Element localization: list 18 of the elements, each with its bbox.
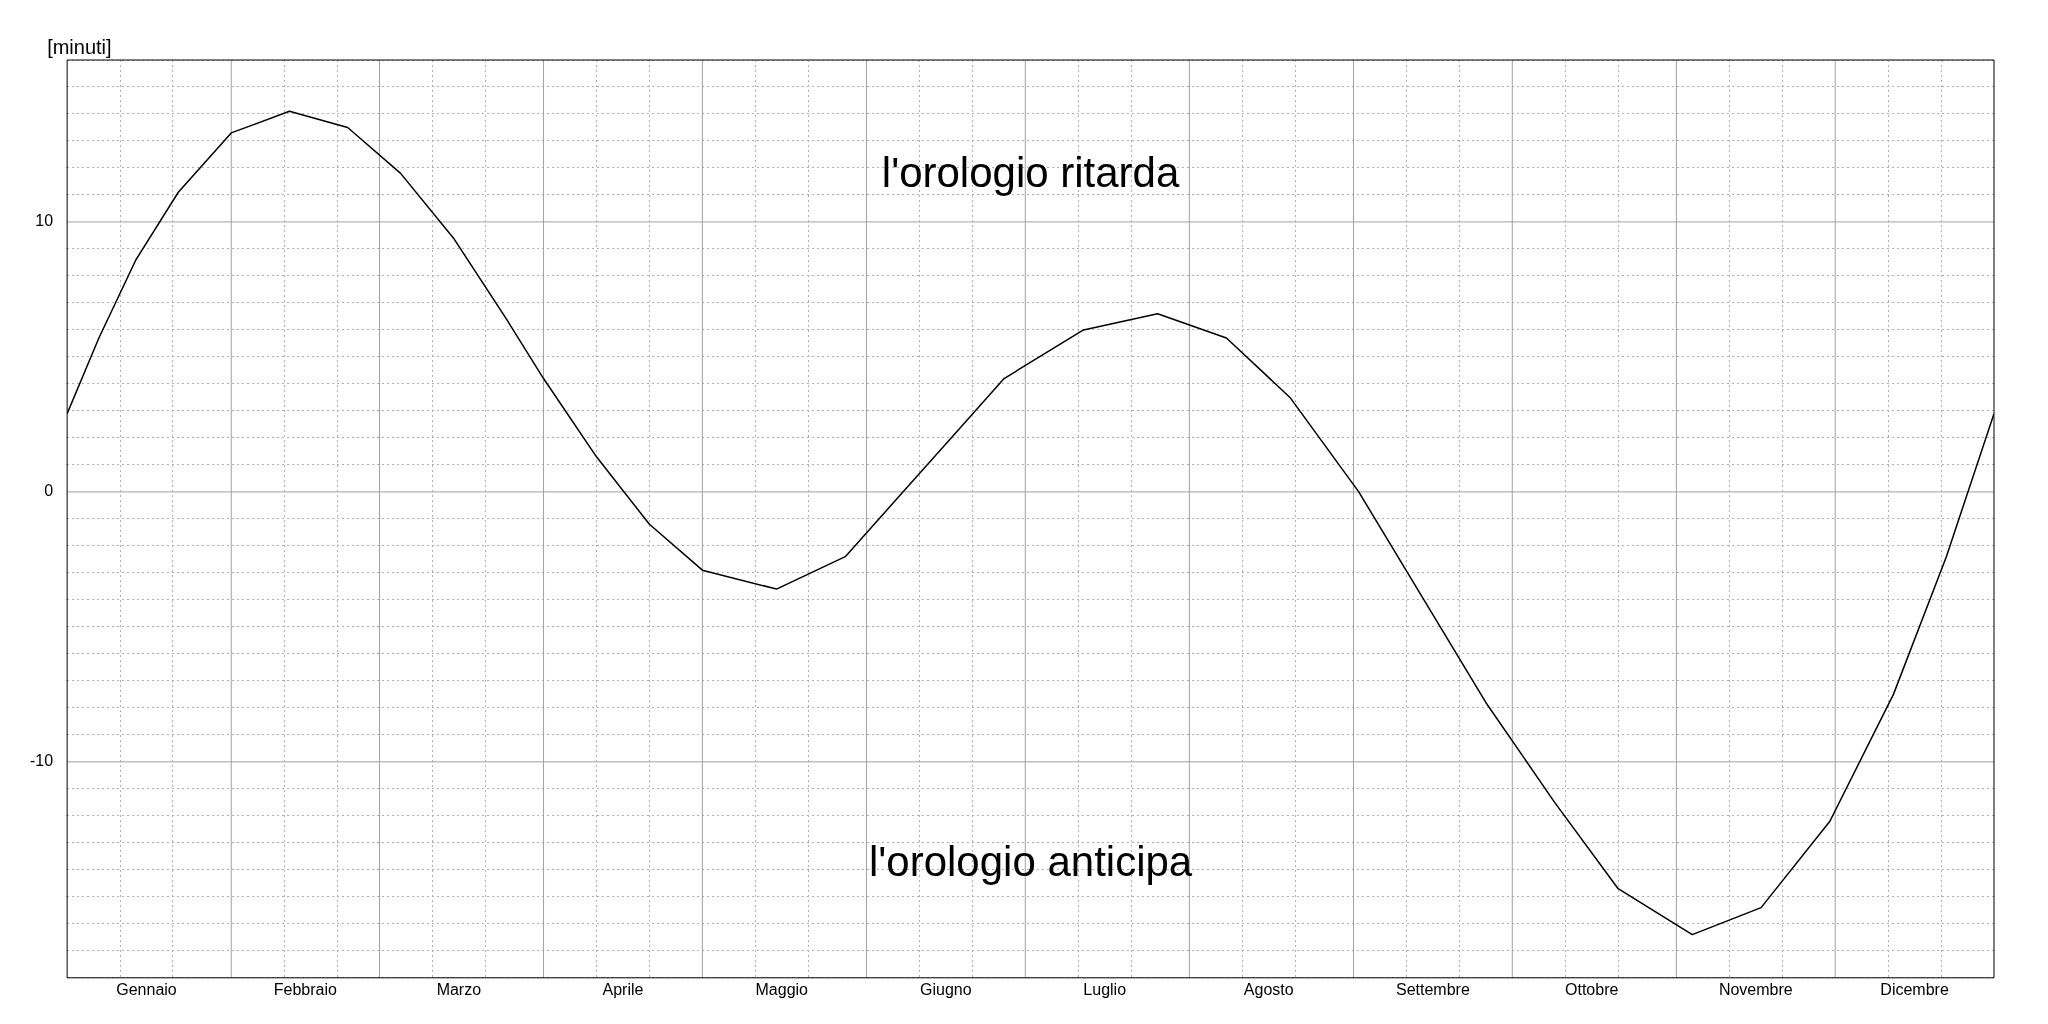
- x-tick-label: Agosto: [1243, 980, 1294, 998]
- x-tick-label: Giugno: [920, 980, 972, 998]
- x-tick-label: Ottobre: [1565, 980, 1619, 998]
- y-axis-title: [minuti]: [47, 35, 112, 58]
- x-tick-label: Marzo: [436, 980, 482, 998]
- y-tick-label: -10: [30, 752, 54, 770]
- y-tick-label: 10: [35, 212, 54, 230]
- x-tick-label: Aprile: [602, 980, 644, 998]
- annotation: l'orologio anticipa: [868, 837, 1193, 885]
- x-tick-label: Settembre: [1395, 980, 1470, 998]
- y-tick-label: 0: [44, 482, 54, 500]
- annotation: l'orologio ritarda: [881, 149, 1180, 197]
- x-tick-label: Luglio: [1083, 980, 1127, 998]
- x-tick-label: Dicembre: [1880, 980, 1949, 998]
- x-tick-label: Gennaio: [116, 980, 177, 998]
- x-tick-label: Febbraio: [273, 980, 338, 998]
- x-tick-label: Maggio: [755, 980, 809, 998]
- x-tick-label: Novembre: [1718, 980, 1793, 998]
